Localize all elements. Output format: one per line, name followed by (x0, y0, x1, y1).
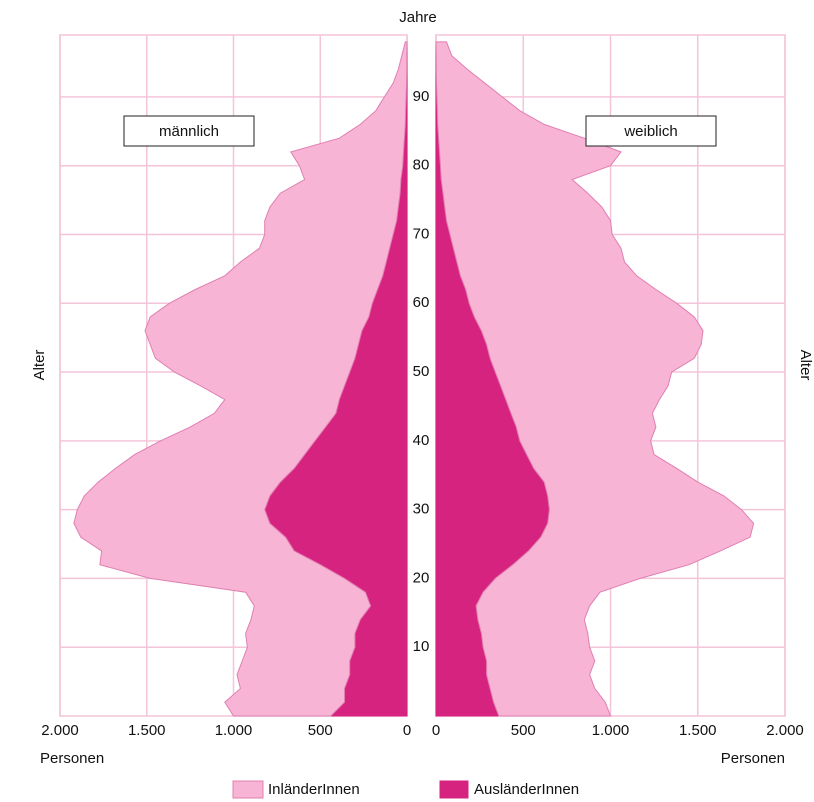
legend-swatch (232, 780, 264, 799)
x-tick-label: 0 (432, 722, 440, 739)
population-area (435, 41, 755, 717)
legend-label: AusländerInnen (474, 781, 579, 798)
age-tick-label: 40 (413, 432, 430, 449)
x-tick-label: 500 (511, 722, 536, 739)
x-tick-label: 2.000 (41, 722, 79, 739)
areas (73, 41, 755, 717)
x-tick-label: 1.000 (215, 722, 253, 739)
age-tick-label: 70 (413, 225, 430, 242)
age-axis-title: Jahre (399, 9, 437, 26)
x-axis-label: Personen (721, 750, 785, 767)
panel-title: männlich (159, 123, 219, 140)
age-tick-label: 20 (413, 569, 430, 586)
population-area (73, 41, 408, 717)
x-tick-label: 500 (308, 722, 333, 739)
age-tick-label: 10 (413, 638, 430, 655)
y-axis-label: Alter (31, 350, 48, 381)
age-tick-label: 30 (413, 501, 430, 518)
x-tick-label: 0 (403, 722, 411, 739)
title-box (123, 115, 255, 147)
x-tick-label: 1.500 (128, 722, 166, 739)
legend-swatch (439, 780, 469, 799)
x-tick-label: 2.000 (766, 722, 804, 739)
legend-label: InländerInnen (268, 781, 360, 798)
x-axis-label: Personen (40, 750, 104, 767)
age-tick-label: 50 (413, 363, 430, 380)
foreground: 10 20 30 40 50 60 70 80 90 2.000 1.500 1.000 500 0 män… (31, 88, 814, 799)
x-tick-label: 1.000 (592, 722, 630, 739)
panel-title: weiblich (623, 123, 677, 140)
age-tick-label: 90 (413, 88, 430, 105)
y-axis-label: Alter (797, 350, 814, 381)
age-tick-label: 60 (413, 294, 430, 311)
x-tick-label: 1.500 (679, 722, 717, 739)
title-box (585, 115, 717, 147)
age-tick-label: 80 (413, 157, 430, 174)
